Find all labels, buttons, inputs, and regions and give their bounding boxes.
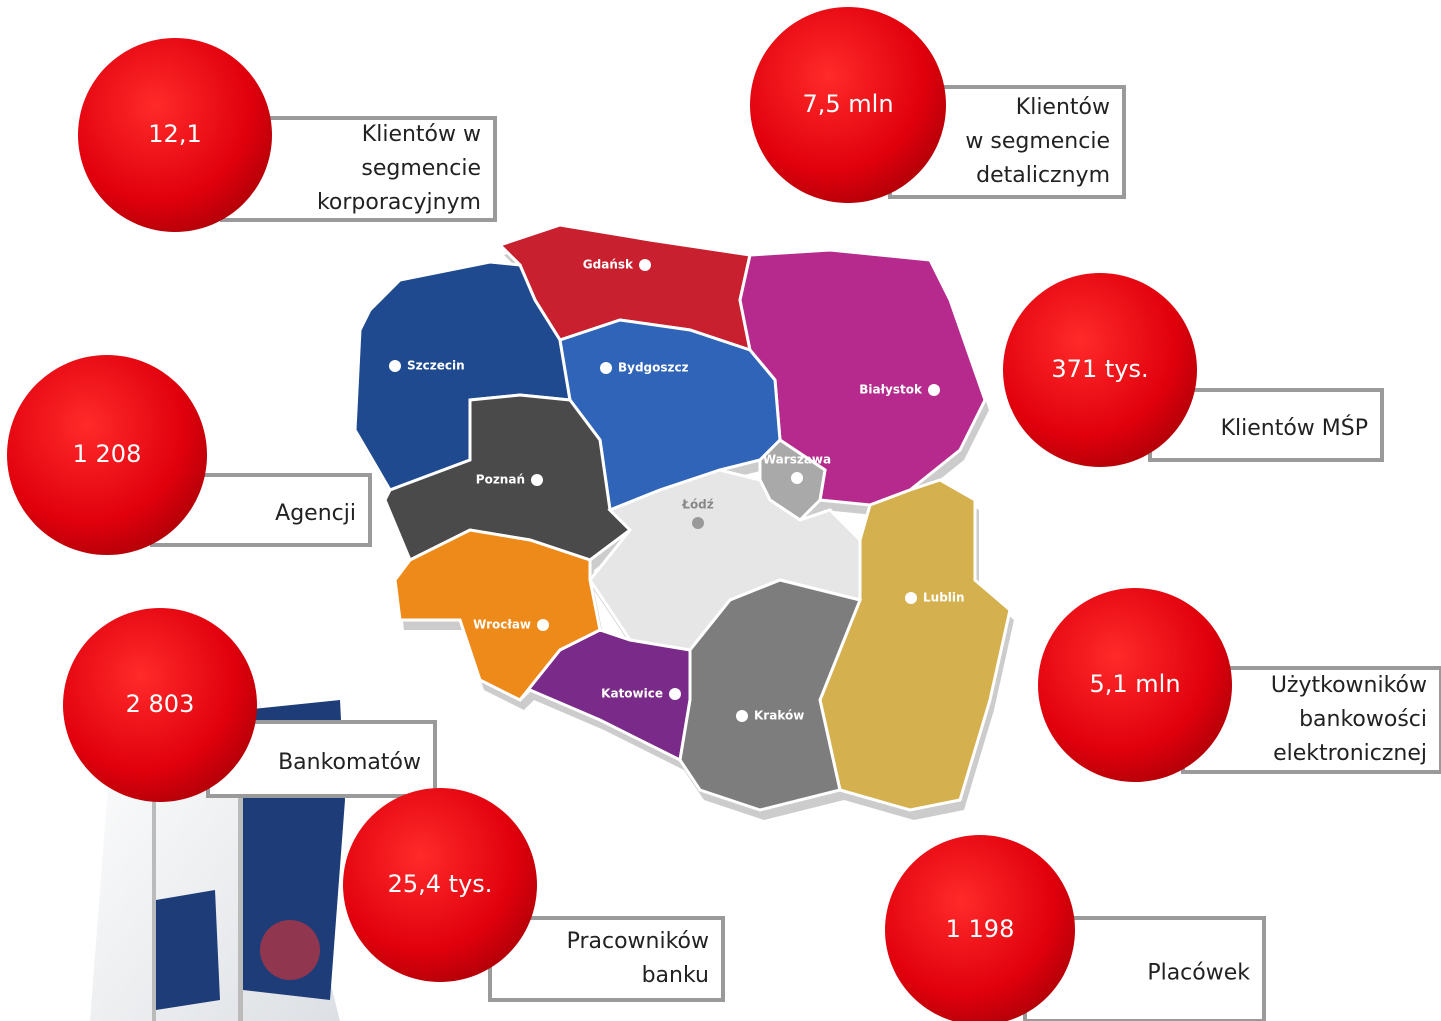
stat-label: Pracowników (567, 929, 709, 954)
stat-label: w segmencie (965, 129, 1110, 154)
stat-value: 5,1 mln (1089, 670, 1180, 698)
city-dot (736, 710, 748, 722)
city-dot (791, 472, 803, 484)
stat-value: 25,4 tys. (388, 870, 493, 898)
city-label: Katowice (601, 687, 663, 701)
city-label: Bydgoszcz (618, 361, 689, 375)
city-dot (389, 360, 401, 372)
stat-label: Klientów w (362, 122, 481, 147)
stat-label: bankowości (1299, 707, 1427, 732)
stat-label: Klientów (1016, 95, 1110, 120)
stat-label: Bankomatów (278, 750, 421, 775)
stat-label: Użytkowników (1271, 673, 1427, 698)
stat-value: 1 208 (73, 440, 142, 468)
city-dot (537, 619, 549, 631)
stat-value: 2 803 (126, 690, 195, 718)
stat-label: korporacyjnym (317, 190, 481, 215)
city-dot (639, 259, 651, 271)
city-label: Białystok (859, 383, 923, 397)
city-label: Szczecin (407, 359, 465, 373)
stat-label: segmencie (361, 156, 481, 181)
city-dot (905, 592, 917, 604)
city-label: Wrocław (473, 618, 531, 632)
city-label: Łódź (681, 498, 714, 512)
stat-value: 12,1 (148, 120, 201, 148)
stat-value: 371 tys. (1051, 355, 1148, 383)
city-dot (600, 362, 612, 374)
city-dot (669, 688, 681, 700)
stat-label: banku (642, 963, 709, 988)
stat-label: Agencji (275, 501, 356, 526)
city-dot (928, 384, 940, 396)
city-label: Warszawa (763, 453, 831, 467)
city-label: Lublin (923, 591, 965, 605)
city-label: Kraków (754, 709, 804, 723)
city-label: Gdańsk (583, 258, 634, 272)
stat-value: 7,5 mln (802, 90, 893, 118)
map: Gdańsk Szczecin Bydgoszcz Białystok Warszawa… (355, 225, 1014, 820)
city-label: Poznań (476, 473, 525, 487)
stat-label: elektronicznej (1273, 741, 1427, 766)
stat-label: detalicznym (976, 163, 1110, 188)
stat-label: Placówek (1147, 961, 1250, 986)
city-dot (692, 517, 704, 529)
infographic: Gdańsk Szczecin Bydgoszcz Białystok Warszawa… (0, 0, 1441, 1021)
stat-label: Klientów MŚP (1221, 415, 1368, 441)
city-dot (531, 474, 543, 486)
stat-value: 1 198 (946, 915, 1015, 943)
